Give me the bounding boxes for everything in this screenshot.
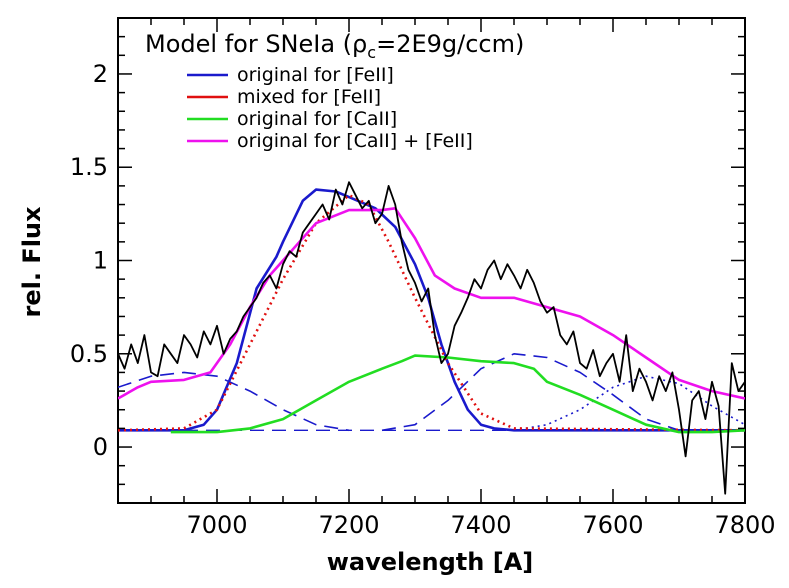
legend-label-3: original for [CaII] xyxy=(237,108,397,130)
y-tick-label-4: 2 xyxy=(93,60,108,88)
y-tick-label-2: 1 xyxy=(93,247,108,275)
legend-label-2: mixed for [FeII] xyxy=(237,86,381,108)
legend-label-1: original for [FeII] xyxy=(237,64,394,86)
x-tick-label-7200: 7200 xyxy=(318,511,379,539)
series-line-4 xyxy=(118,207,745,400)
plot-area xyxy=(118,181,745,495)
x-tick-label-7800: 7800 xyxy=(714,511,775,539)
chart-title: Model for SNeIa (ρc=2E9g/ccm) xyxy=(145,30,524,62)
x-tick-label-7400: 7400 xyxy=(450,511,511,539)
title-suffix: =2E9g/ccm) xyxy=(376,30,524,58)
observed-spectrum-line xyxy=(118,181,745,495)
title-prefix: Model for SNeIa (ρ xyxy=(145,30,367,58)
y-tick-label-1: 0.5 xyxy=(70,340,108,368)
x-axis-title: wavelength [A] xyxy=(327,548,533,576)
series-line-3 xyxy=(170,354,745,434)
legend: original for [FeII]mixed for [FeII]origi… xyxy=(187,64,473,152)
series-line-2 xyxy=(118,193,745,432)
component-line-2 xyxy=(381,353,680,432)
y-tick-label-3: 1.5 xyxy=(70,153,108,181)
y-tick-label-0: 0 xyxy=(93,433,108,461)
x-tick-label-7000: 7000 xyxy=(186,511,247,539)
x-tick-label-7600: 7600 xyxy=(582,511,643,539)
legend-label-4: original for [CaII] + [FeII] xyxy=(237,130,473,152)
component-line-3 xyxy=(513,375,745,432)
component-line-1 xyxy=(118,371,350,432)
title-subscript: c xyxy=(367,43,376,62)
axis-ticks: 7000 7200 7400 7600 7800 0 0.5 1 1.5 2 xyxy=(70,17,776,539)
y-axis-title: rel. Flux xyxy=(18,206,46,318)
